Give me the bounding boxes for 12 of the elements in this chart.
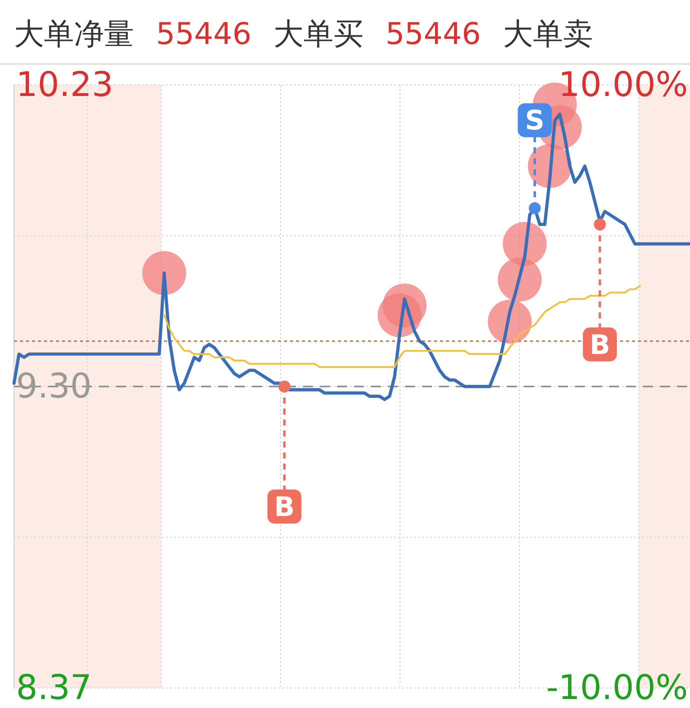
data-label: S [525,106,544,137]
y2-tick-label: -10.00% [546,668,688,708]
text: 大单卖 [502,17,593,52]
y-tick-label: 10.23 [16,65,114,105]
data-label: B [590,330,610,361]
text: 大单净量 [14,17,134,52]
text: 55446 [156,17,252,52]
y-tick-label: 8.37 [16,668,92,708]
text: 55446 [385,17,481,52]
y2-tick-label: 10.00% [558,65,688,105]
text: 大单买 [273,17,364,52]
data-label: B [274,492,295,523]
